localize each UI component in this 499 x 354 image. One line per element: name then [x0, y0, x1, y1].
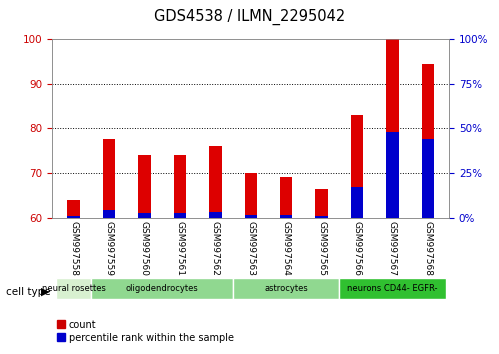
- Text: GDS4538 / ILMN_2295042: GDS4538 / ILMN_2295042: [154, 9, 345, 25]
- Bar: [386, 39, 399, 218]
- Bar: [422, 63, 434, 218]
- Text: neural rosettes: neural rosettes: [42, 284, 106, 293]
- Bar: [339, 278, 446, 299]
- Bar: [174, 155, 186, 218]
- Legend: count, percentile rank within the sample: count, percentile rank within the sample: [57, 320, 234, 343]
- Text: GSM997558: GSM997558: [69, 221, 78, 276]
- Text: GSM997566: GSM997566: [352, 221, 361, 276]
- Text: GSM997568: GSM997568: [423, 221, 432, 276]
- Text: neurons CD44- EGFR-: neurons CD44- EGFR-: [347, 284, 438, 293]
- Bar: [422, 139, 434, 218]
- Bar: [386, 132, 399, 218]
- Bar: [315, 189, 328, 218]
- Bar: [280, 177, 292, 218]
- Bar: [245, 215, 257, 218]
- Text: GSM997562: GSM997562: [211, 221, 220, 276]
- Bar: [280, 215, 292, 218]
- Text: GSM997565: GSM997565: [317, 221, 326, 276]
- Text: astrocytes: astrocytes: [264, 284, 308, 293]
- Bar: [209, 146, 222, 218]
- Text: GSM997564: GSM997564: [281, 221, 291, 276]
- Bar: [233, 278, 339, 299]
- Bar: [315, 216, 328, 218]
- Text: ▶: ▶: [41, 287, 49, 297]
- Text: oligodendrocytes: oligodendrocytes: [126, 284, 199, 293]
- Bar: [67, 200, 80, 218]
- Bar: [209, 212, 222, 218]
- Text: GSM997560: GSM997560: [140, 221, 149, 276]
- Bar: [245, 173, 257, 218]
- Text: GSM997559: GSM997559: [105, 221, 114, 276]
- Text: GSM997563: GSM997563: [246, 221, 255, 276]
- Bar: [174, 213, 186, 218]
- Bar: [351, 115, 363, 218]
- Bar: [138, 155, 151, 218]
- Bar: [91, 278, 233, 299]
- Bar: [351, 187, 363, 218]
- Bar: [56, 278, 91, 299]
- Bar: [103, 139, 115, 218]
- Bar: [103, 210, 115, 218]
- Text: GSM997567: GSM997567: [388, 221, 397, 276]
- Bar: [138, 213, 151, 218]
- Text: cell type: cell type: [6, 287, 50, 297]
- Bar: [67, 216, 80, 218]
- Text: GSM997561: GSM997561: [176, 221, 185, 276]
